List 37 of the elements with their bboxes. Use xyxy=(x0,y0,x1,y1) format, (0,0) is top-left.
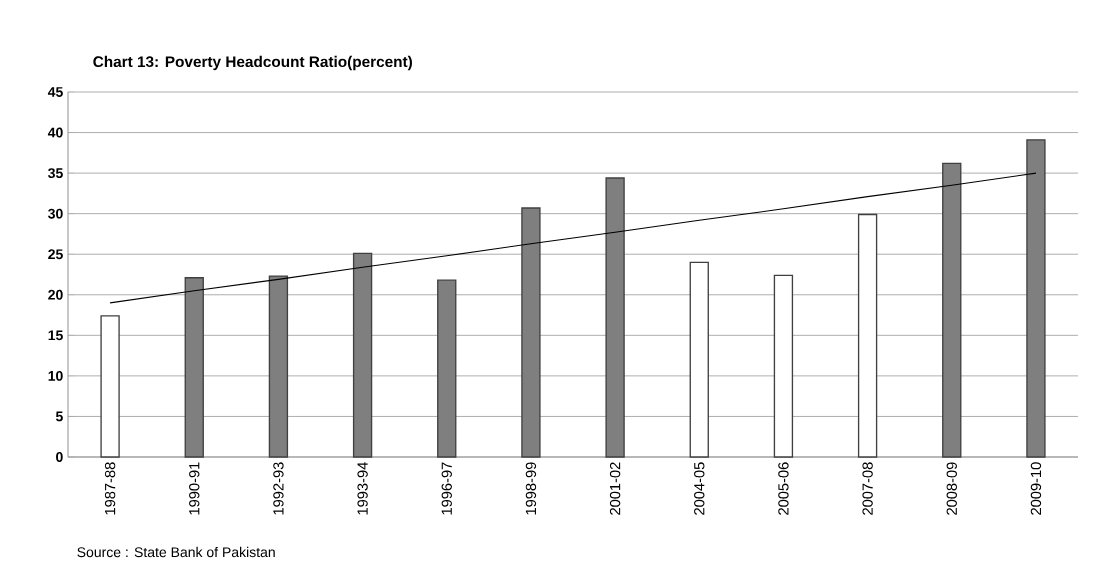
x-tick-label: 1992-93 xyxy=(273,462,284,515)
x-tick-label: 2004-05 xyxy=(694,462,705,515)
bar xyxy=(100,315,120,458)
bar xyxy=(1026,139,1046,458)
bar xyxy=(689,261,709,458)
y-tick-label: 5 xyxy=(55,411,63,422)
y-tick-label: 30 xyxy=(48,208,63,219)
y-tick-label: 0 xyxy=(56,452,63,462)
bar xyxy=(184,277,204,458)
bar xyxy=(437,279,457,458)
line-series xyxy=(109,172,1037,304)
bar xyxy=(268,275,289,458)
bar xyxy=(352,252,373,458)
y-tick-label: 40 xyxy=(47,127,63,138)
x-tick-label: 2001-02 xyxy=(609,462,621,515)
x-tick-label: 1996-97 xyxy=(441,462,452,515)
y-tick-label: 15 xyxy=(48,330,63,341)
x-tick-label: 1998-99 xyxy=(525,462,537,515)
bar xyxy=(857,213,878,458)
x-tick-label: 2007-08 xyxy=(862,462,873,515)
x-tick-label: 1987-88 xyxy=(104,462,116,515)
source-note: Source : State Bank of Pakistan xyxy=(77,546,275,558)
bar xyxy=(942,162,962,458)
x-tick-label: 2008-09 xyxy=(946,462,957,515)
bar xyxy=(773,274,794,458)
y-tick-label: 35 xyxy=(48,168,63,179)
x-tick-label: 2005-06 xyxy=(778,462,789,515)
chart-title: Chart 13: Poverty Headcount Ratio(percent) xyxy=(93,55,412,71)
y-tick-label: 10 xyxy=(48,370,63,381)
y-tick-label: 45 xyxy=(47,87,63,97)
bar xyxy=(605,177,625,458)
x-tick-label: 1993-94 xyxy=(357,462,368,515)
y-tick-label: 20 xyxy=(48,289,63,300)
x-tick-label: 2009-10 xyxy=(1030,462,1042,515)
x-tick-label: 1990-91 xyxy=(189,462,200,515)
bar xyxy=(521,207,541,458)
y-tick-label: 25 xyxy=(48,249,63,260)
